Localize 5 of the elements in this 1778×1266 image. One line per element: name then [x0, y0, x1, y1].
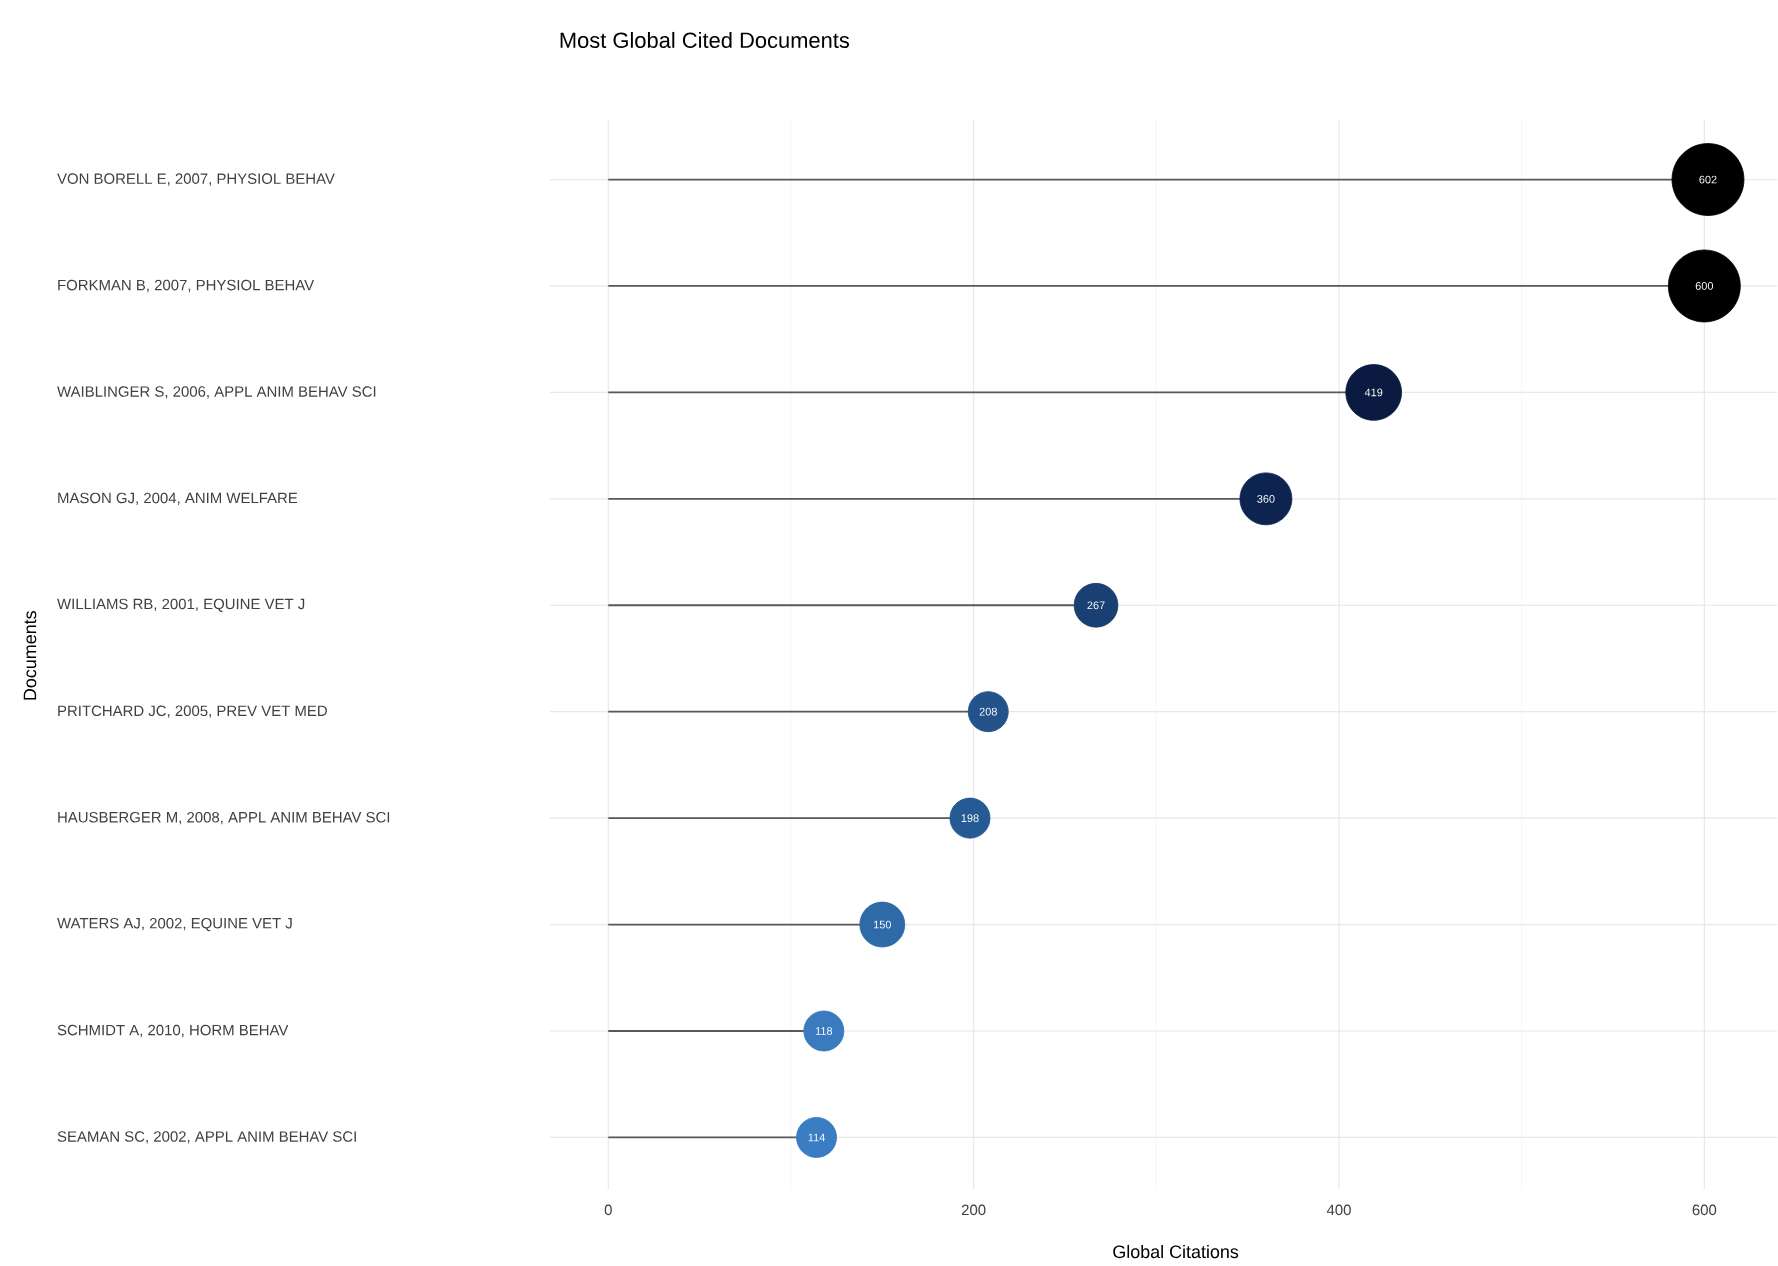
- y-axis-title: Documents: [23, 611, 37, 700]
- point: [1073, 583, 1119, 628]
- x-axis-title: Global Citations: [1113, 1245, 1239, 1259]
- chart-title: Most Global Cited Documents: [560, 32, 850, 49]
- point: [859, 901, 906, 948]
